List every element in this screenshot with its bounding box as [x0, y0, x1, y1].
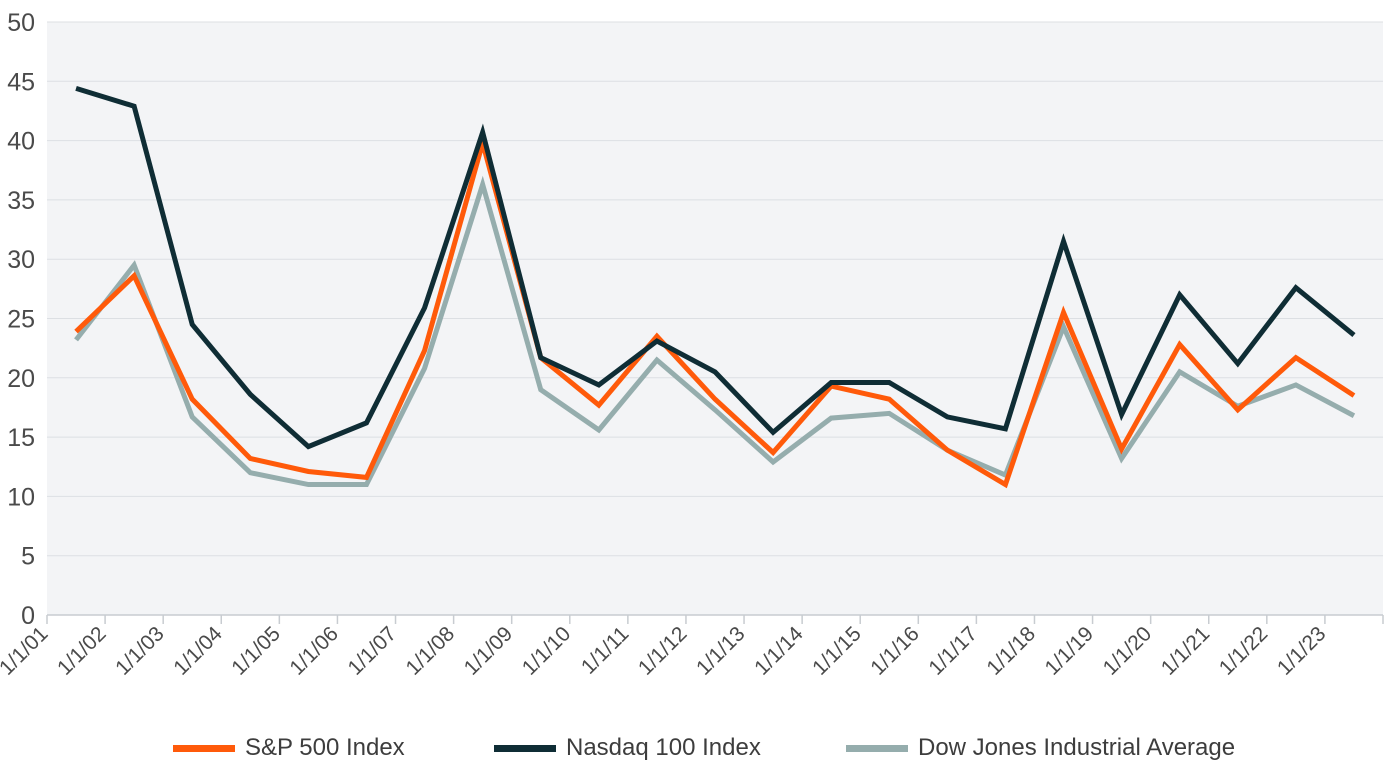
x-tick-label: 1/1/03 — [111, 622, 169, 680]
series-line-dow-jones — [74, 175, 1356, 488]
x-tick-labels: 1/1/01 1/1/02 1/1/03 1/1/04 1/1/05 1/1/06 1/1/… — [0, 622, 1330, 680]
y-tick-label: 0 — [21, 602, 35, 630]
x-tick-label: 1/1/11 — [577, 622, 633, 678]
legend: S&P 500 Index Nasdaq 100 Index Dow Jones… — [0, 728, 1391, 768]
legend-label-dow-jones: Dow Jones Industrial Average — [918, 734, 1236, 761]
x-tick-label: 1/1/21 — [1157, 622, 1215, 680]
legend-item-sp500: S&P 500 Index — [173, 728, 405, 768]
series-line-sp500 — [74, 133, 1356, 489]
x-tick-label: 1/1/12 — [634, 622, 692, 680]
x-tick-label: 1/1/23 — [1273, 622, 1331, 680]
x-tick-label: 1/1/08 — [402, 622, 460, 680]
x-tick-label: 1/1/20 — [1099, 622, 1157, 680]
legend-item-nasdaq100: Nasdaq 100 Index — [494, 728, 761, 768]
x-tick-label: 1/1/05 — [227, 622, 285, 680]
y-tick-label: 50 — [7, 9, 35, 37]
series-line-nasdaq100 — [75, 86, 1356, 450]
y-tick-label: 5 — [21, 543, 35, 571]
y-tick-labels: 0 5 10 15 20 25 30 35 40 45 50 — [7, 9, 35, 630]
x-tick-label: 1/1/15 — [808, 622, 866, 680]
x-tick-label: 1/1/06 — [285, 622, 343, 680]
y-tick-label: 20 — [7, 365, 35, 393]
legend-label-sp500: S&P 500 Index — [245, 734, 405, 761]
x-tick-label: 1/1/10 — [518, 622, 576, 680]
x-tick-label: 1/1/07 — [344, 622, 402, 680]
x-tick-label: 1/1/22 — [1215, 622, 1273, 680]
legend-swatch-dow-jones — [846, 744, 908, 752]
legend-swatch-sp500 — [173, 744, 235, 752]
legend-item-dow-jones: Dow Jones Industrial Average — [846, 728, 1235, 768]
x-tick-label: 1/1/14 — [750, 622, 808, 680]
x-tick-label: 1/1/16 — [866, 622, 924, 680]
y-tick-label: 30 — [7, 246, 35, 274]
y-tick-label: 40 — [7, 128, 35, 156]
legend-label-nasdaq100: Nasdaq 100 Index — [566, 734, 761, 761]
legend-swatch-nasdaq100 — [494, 744, 556, 752]
x-tick-label: 1/1/13 — [692, 622, 750, 680]
axes — [46, 614, 1384, 624]
x-tick-label: 1/1/09 — [460, 622, 518, 680]
gridlines — [47, 21, 1383, 557]
y-tick-label: 10 — [7, 483, 35, 511]
y-tick-label: 15 — [7, 424, 35, 452]
x-tick-label: 1/1/18 — [982, 622, 1040, 680]
x-tick-label: 1/1/02 — [53, 622, 111, 680]
y-tick-label: 35 — [7, 187, 35, 215]
x-tick-label: 1/1/17 — [924, 622, 982, 680]
x-tick-label: 1/1/04 — [169, 622, 227, 680]
series-lines — [74, 86, 1356, 489]
y-tick-label: 45 — [7, 68, 35, 96]
y-tick-label: 25 — [7, 306, 35, 334]
x-tick-label: 1/1/01 — [0, 622, 53, 680]
x-tick-label: 1/1/19 — [1041, 622, 1099, 680]
